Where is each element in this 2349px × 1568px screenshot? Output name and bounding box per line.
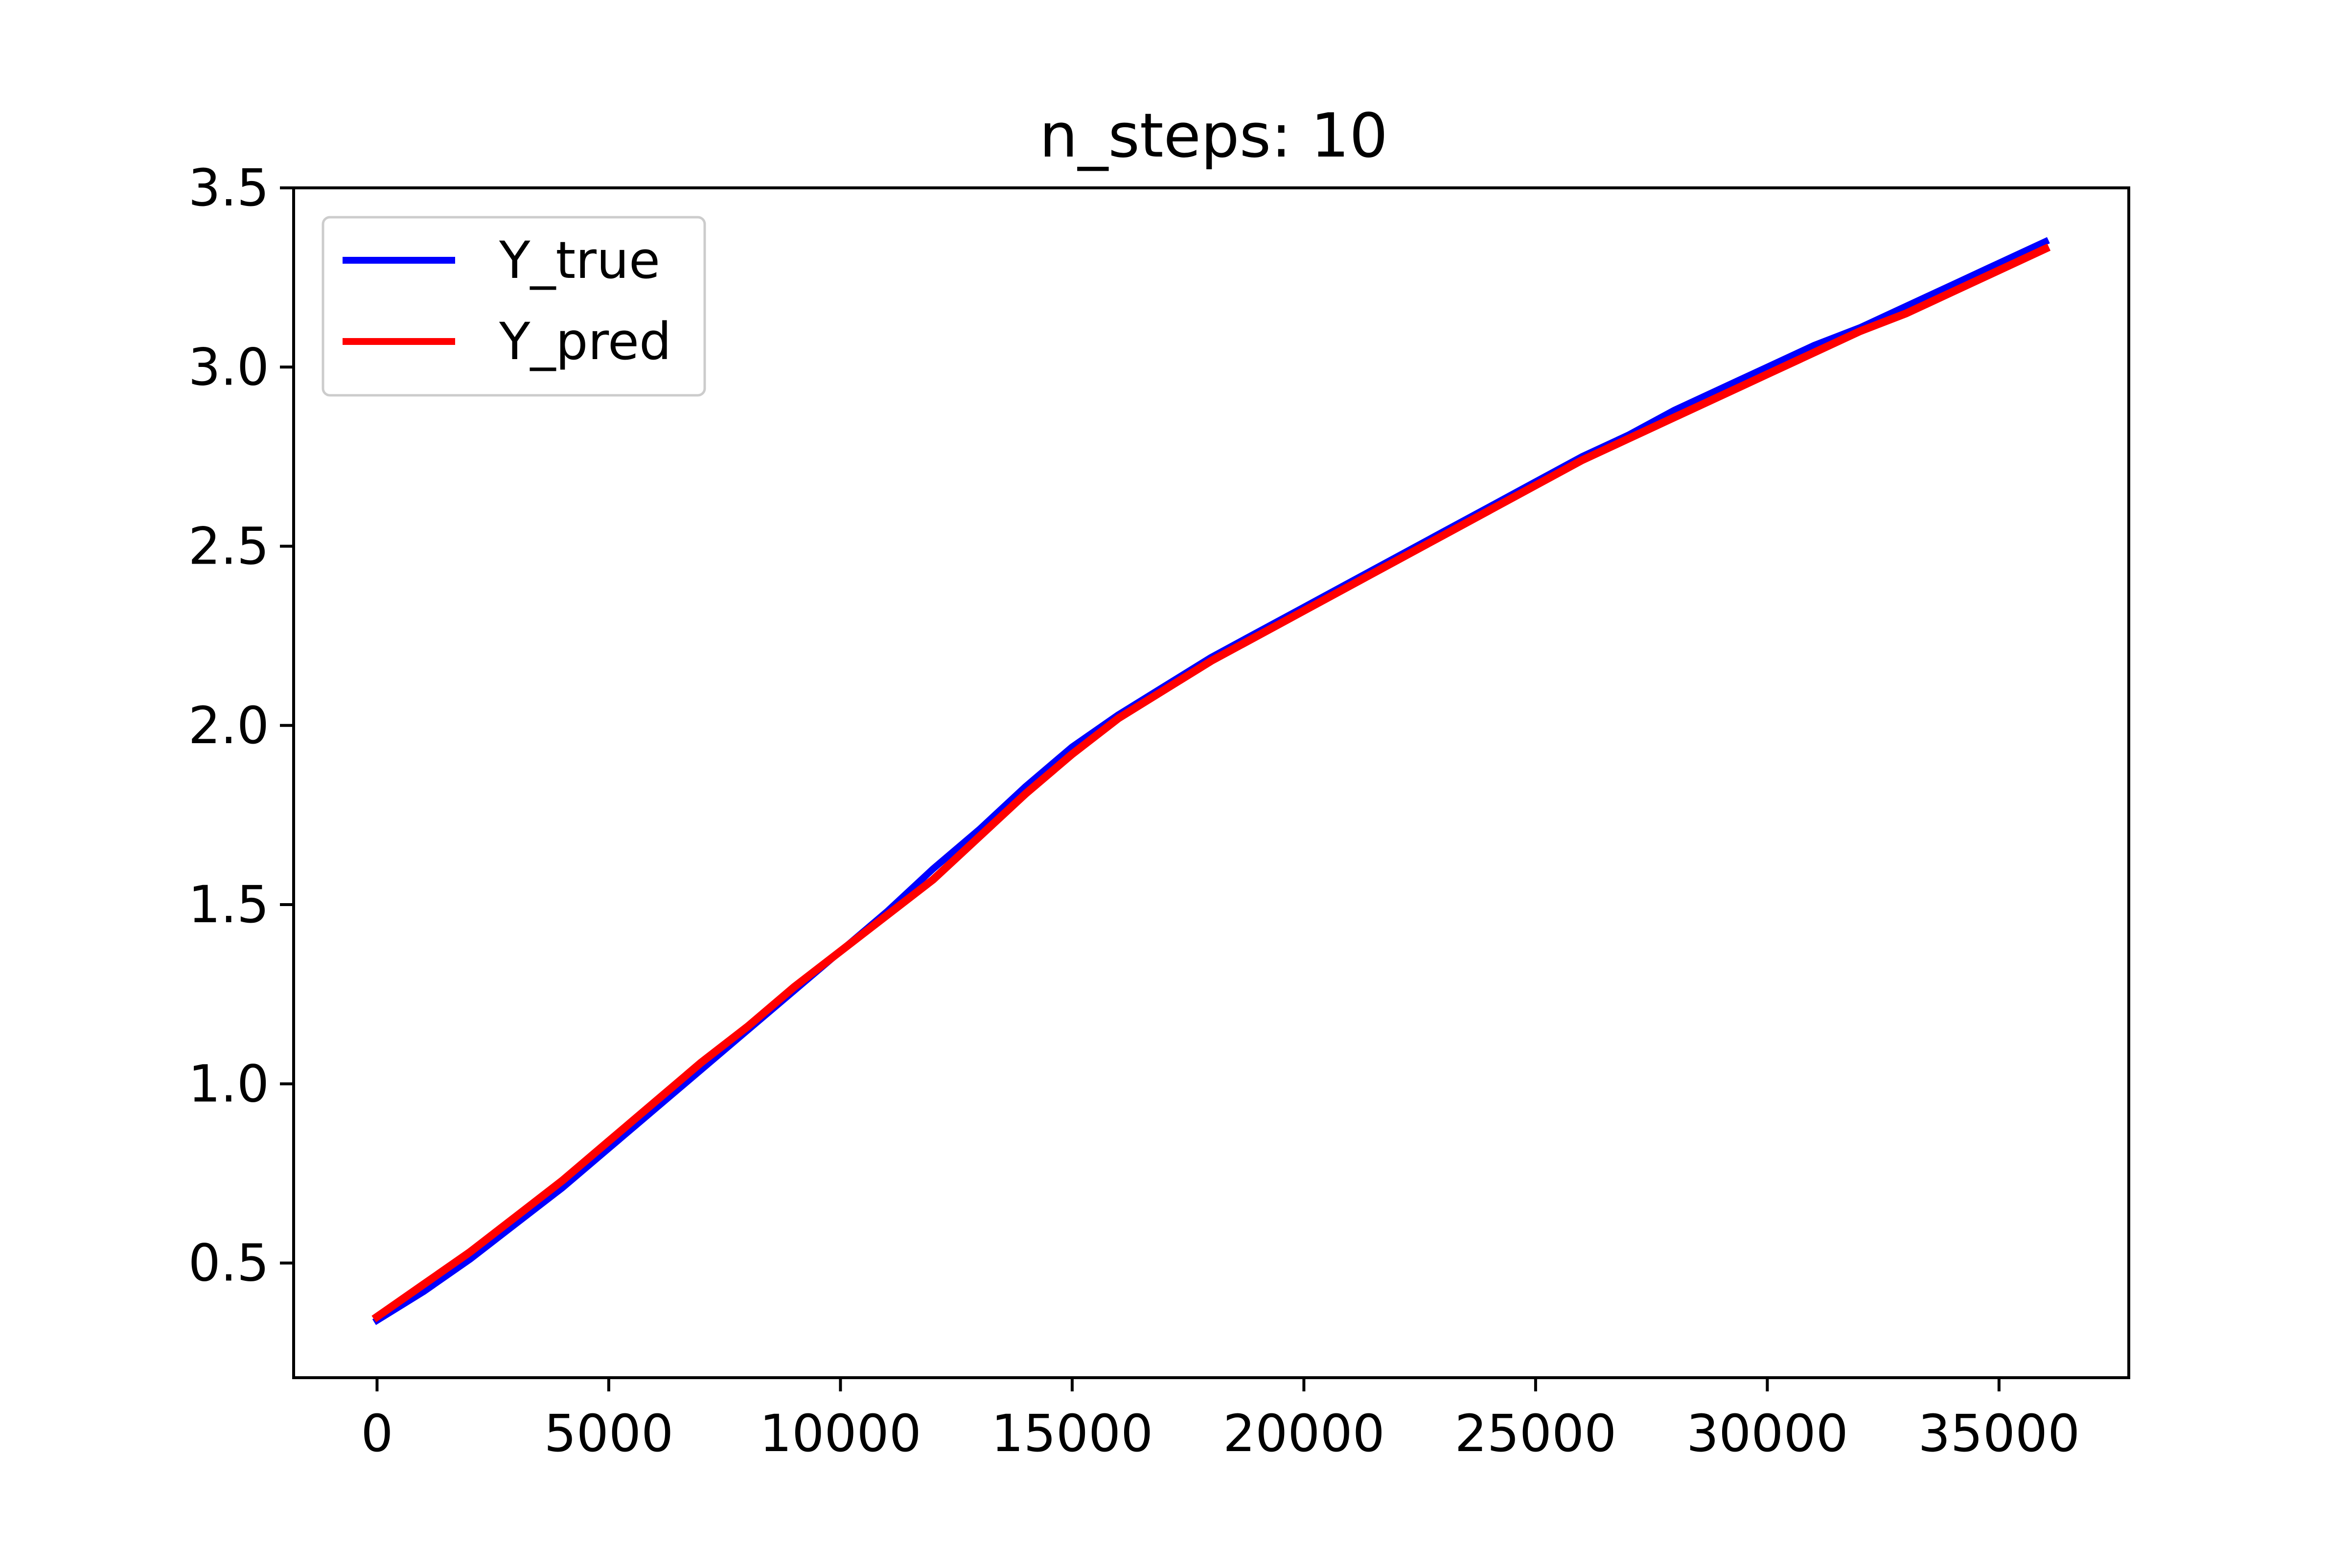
y-tick-label: 2.5 <box>188 517 269 576</box>
y-tick-label: 1.5 <box>188 875 269 934</box>
plot-frame <box>292 186 2130 1379</box>
chart-title: n_steps: 10 <box>1039 101 1388 171</box>
legend: Y_true Y_pred <box>322 216 706 397</box>
x-tick-label: 10000 <box>760 1404 921 1463</box>
x-tick-label: 35000 <box>1918 1404 2080 1463</box>
x-tick-label: 0 <box>361 1404 393 1463</box>
x-tick-label: 5000 <box>544 1404 674 1463</box>
series-line-y-pred <box>371 243 2051 1322</box>
legend-label-y-pred: Y_pred <box>499 312 671 371</box>
y-tick-label: 0.5 <box>188 1233 269 1293</box>
y-tick-label: 2.0 <box>188 696 269 755</box>
y-axis: 0.5 1.0 1.5 2.0 2.5 3.0 3.5 <box>188 158 294 1293</box>
series-layer <box>371 237 2051 1325</box>
x-tick-label: 30000 <box>1686 1404 1848 1463</box>
x-tick-label: 15000 <box>991 1404 1153 1463</box>
x-axis: 0 5000 10000 15000 20000 25000 30000 35000 <box>361 1378 2080 1463</box>
x-tick-label: 25000 <box>1454 1404 1616 1463</box>
y-tick-label: 3.0 <box>188 337 269 397</box>
x-tick-label: 20000 <box>1223 1404 1385 1463</box>
y-tick-label: 3.5 <box>188 158 269 218</box>
legend-label-y-true: Y_true <box>499 230 660 290</box>
legend-entries: Y_true Y_pred <box>343 230 671 371</box>
y-tick-label: 1.0 <box>188 1054 269 1114</box>
